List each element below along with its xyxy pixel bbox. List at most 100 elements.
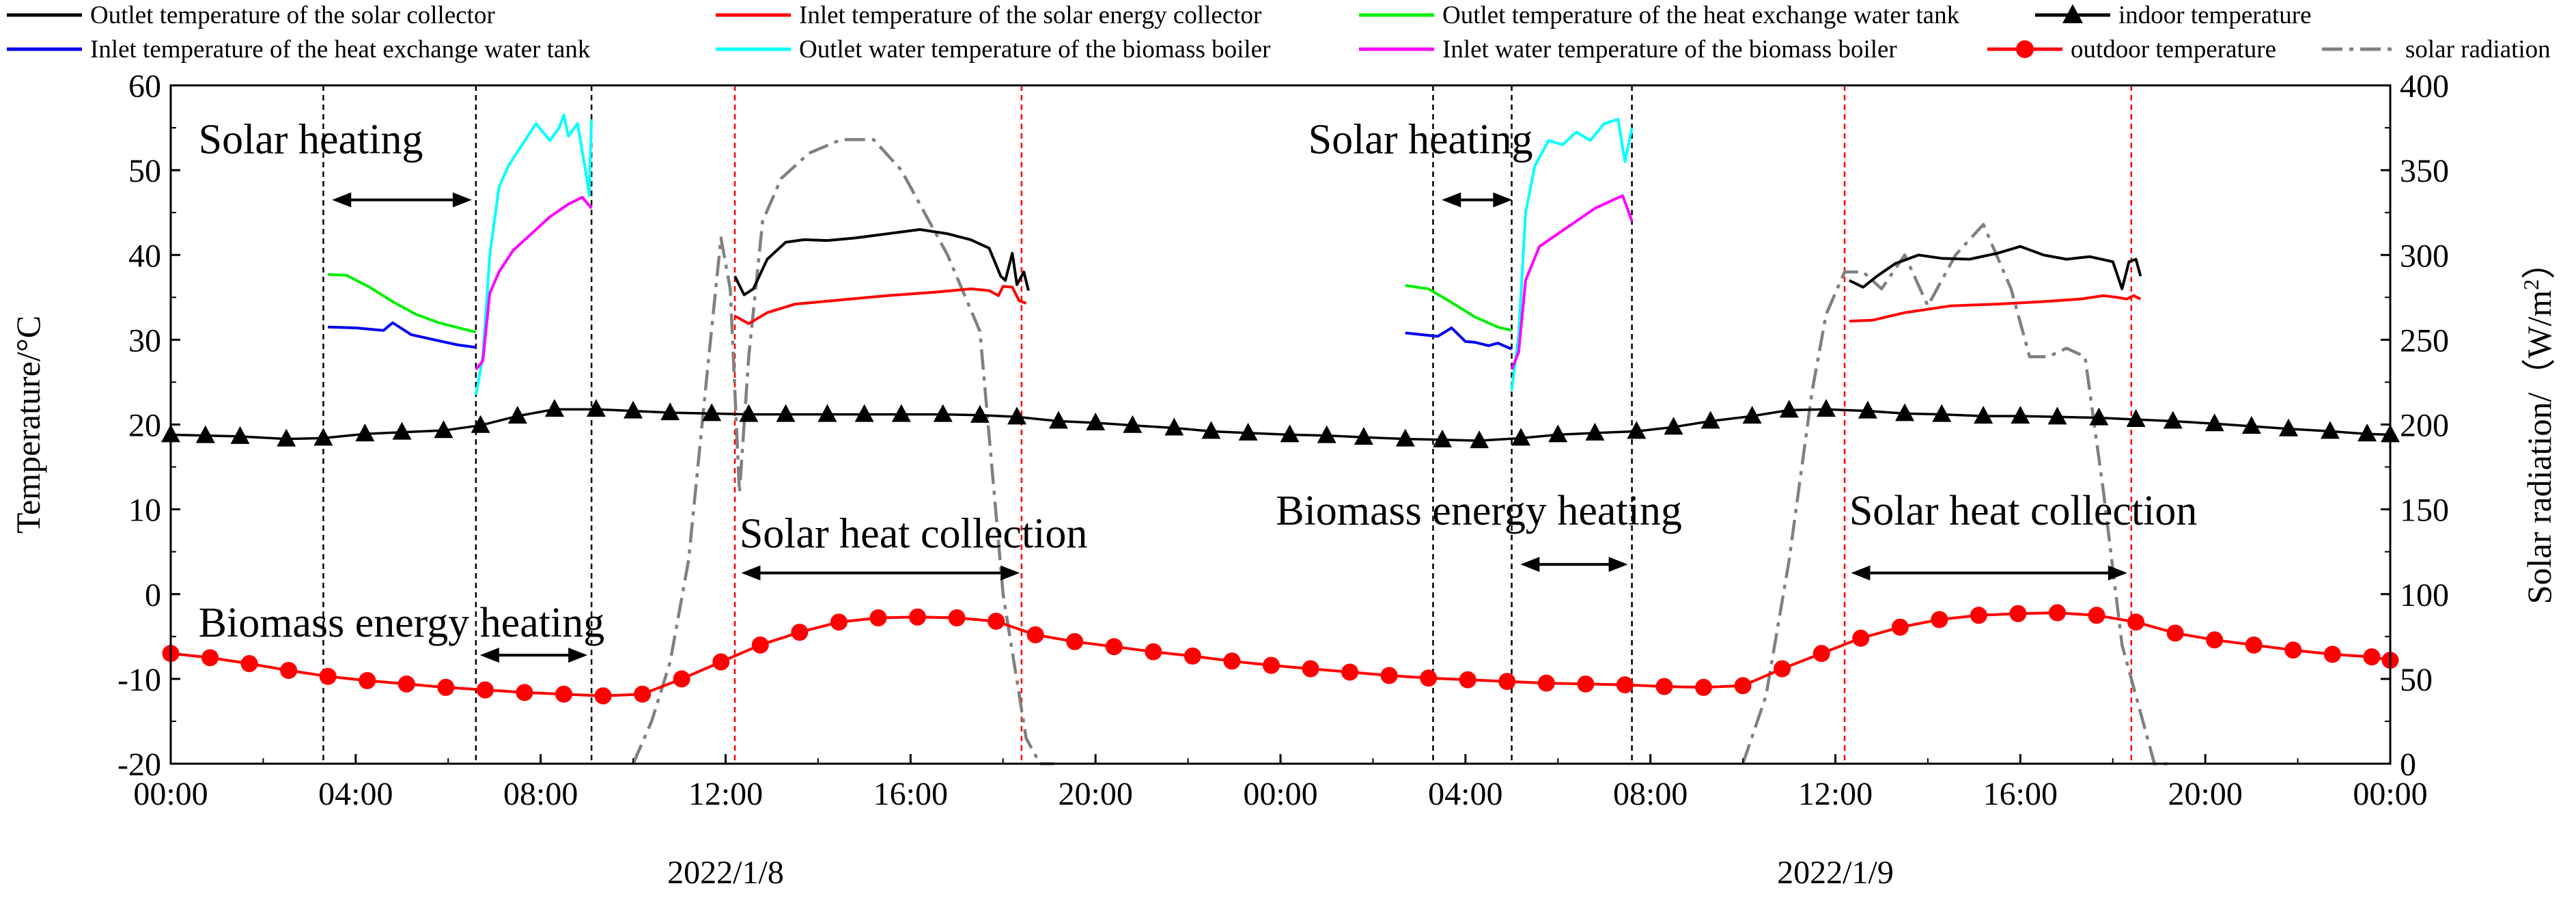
data-point-indoor <box>2320 421 2340 439</box>
legend-label: outdoor temperature <box>2071 36 2276 64</box>
data-point-indoor <box>1354 427 1373 445</box>
y2-tick-label: 100 <box>2400 577 2449 613</box>
data-point-outdoor <box>830 613 848 631</box>
data-point-indoor <box>1816 399 1836 417</box>
date-label: 2022/1/8 <box>667 855 784 891</box>
data-point-indoor <box>2126 409 2146 428</box>
data-point-indoor <box>1280 424 1300 443</box>
data-point-indoor <box>1858 400 1877 419</box>
data-point-indoor <box>1317 425 1336 443</box>
data-point-outdoor <box>1891 618 1909 636</box>
data-point-outdoor <box>1852 629 1870 647</box>
data-point-indoor <box>586 399 606 417</box>
data-point-outdoor <box>201 649 219 667</box>
x-tick-label: 00:00 <box>2353 776 2427 812</box>
phase-annotation: Solar heating <box>1308 116 1533 163</box>
y2-tick-label: 350 <box>2400 153 2449 189</box>
phase-arrow-head-right <box>1000 565 1020 581</box>
data-point-indoor <box>2279 418 2299 436</box>
phase-arrow-head-left <box>479 648 499 663</box>
y2-axis-title-part: ） <box>2520 245 2558 279</box>
phase-annotation: Solar heat collection <box>1849 488 2198 534</box>
data-point-indoor <box>230 426 250 444</box>
y-tick-label: 40 <box>128 238 161 274</box>
data-point-outdoor <box>397 675 415 693</box>
data-point-indoor <box>1049 411 1068 429</box>
y-tick-label: 10 <box>128 493 161 529</box>
legend-label: Outlet water temperature of the biomass … <box>799 36 1270 64</box>
y-tick-label: 0 <box>145 577 161 613</box>
y2-tick-label: 400 <box>2400 68 2449 105</box>
data-point-outdoor <box>1302 660 1319 678</box>
series-line-solar <box>632 138 1054 766</box>
x-tick-label: 08:00 <box>1613 776 1688 812</box>
data-point-indoor <box>1511 428 1531 446</box>
x-tick-label: 04:00 <box>318 776 393 812</box>
data-point-outdoor <box>1145 643 1162 661</box>
annotations-layer: Solar heating Biomass energy heating Solar… <box>199 116 2198 663</box>
data-point-outdoor <box>1066 633 1084 650</box>
legend-label: Outlet temperature of the heat exchange … <box>1442 1 1960 29</box>
y2-tick-label: 250 <box>2400 322 2449 359</box>
data-point-indoor <box>1700 411 1720 429</box>
data-point-outdoor <box>1616 676 1634 694</box>
data-point-outdoor <box>1577 675 1595 693</box>
data-point-outdoor <box>2127 613 2145 631</box>
data-point-outdoor <box>791 624 809 641</box>
data-point-indoor <box>2204 413 2224 432</box>
data-point-indoor <box>739 404 759 422</box>
data-point-outdoor <box>1774 660 1791 678</box>
data-point-indoor <box>434 420 453 439</box>
data-point-indoor <box>1627 421 1647 439</box>
data-point-outdoor <box>594 687 612 705</box>
data-point-indoor <box>817 404 837 422</box>
x-tick-label: 20:00 <box>1058 776 1132 812</box>
data-point-indoor <box>1974 406 1993 424</box>
data-point-indoor <box>544 399 564 417</box>
phase-arrow-head-left <box>1442 192 1461 208</box>
y2-axis-title-part: Solar radiation/（W/m <box>2520 290 2558 605</box>
data-point-indoor <box>313 428 333 446</box>
data-point-outdoor <box>1537 674 1555 692</box>
data-point-indoor <box>1201 421 1221 439</box>
phase-arrow-head-right <box>1493 192 1513 208</box>
data-point-outdoor <box>1420 669 1438 687</box>
data-point-indoor <box>355 424 375 442</box>
y2-tick-label: 0 <box>2400 747 2416 783</box>
data-point-indoor <box>1432 429 1452 447</box>
data-point-outdoor <box>1026 626 1044 643</box>
data-point-outdoor <box>2166 624 2184 642</box>
series-line-tank_in <box>328 321 477 349</box>
phase-lines <box>322 85 2133 764</box>
y-axis-title: Temperature/°C <box>9 316 47 533</box>
series-line-tank_out <box>1405 283 1512 332</box>
data-point-indoor <box>776 404 796 422</box>
data-point-indoor <box>1779 400 1799 418</box>
data-point-outdoor <box>437 678 455 696</box>
phase-annotation: Solar heat collection <box>740 510 1088 557</box>
data-point-outdoor <box>280 661 298 679</box>
legend-label: Inlet temperature of the heat exchange w… <box>90 36 591 64</box>
y-tick-label: 50 <box>128 153 161 189</box>
series-line-collector_in <box>1849 294 2142 323</box>
data-point-indoor <box>1164 417 1184 436</box>
data-point-indoor <box>891 404 911 422</box>
series-line-boiler_in <box>475 195 593 371</box>
y-tick-label: -20 <box>117 747 161 783</box>
series-line-outdoor <box>170 611 2391 697</box>
data-point-indoor <box>1742 406 1762 424</box>
x-tick-label: 12:00 <box>688 776 763 812</box>
data-point-indoor <box>1395 428 1415 447</box>
y2-tick-label: 300 <box>2400 238 2449 274</box>
series-line-collector_out <box>1848 245 2142 290</box>
y-tick-label: 20 <box>128 408 161 444</box>
x-tick-label: 12:00 <box>1798 776 1873 812</box>
x-tick-label: 08:00 <box>503 776 578 812</box>
data-point-outdoor <box>240 655 258 673</box>
data-point-outdoor <box>2284 641 2302 659</box>
data-point-indoor <box>1664 417 1683 435</box>
series-line-collector_in <box>734 285 1027 325</box>
data-point-outdoor <box>2245 636 2263 654</box>
data-point-indoor <box>2011 406 2030 424</box>
